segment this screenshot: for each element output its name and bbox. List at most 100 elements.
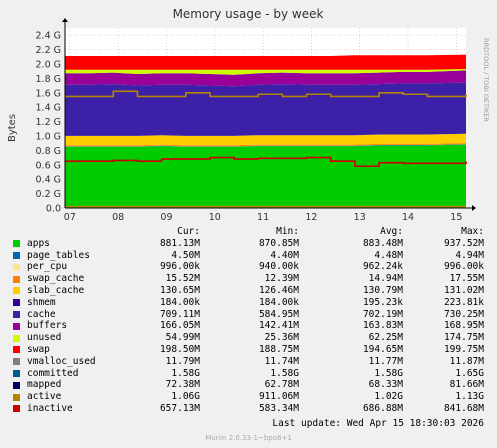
legend-label-active: active xyxy=(27,391,62,403)
legend-min-per_cpu: 940.00k xyxy=(258,261,299,273)
legend-max-per_cpu: 996.00k xyxy=(443,261,484,273)
legend-swatch-committed xyxy=(13,370,20,378)
y-axis-label: Bytes xyxy=(7,114,18,142)
legend-avg-swap_cache: 14.94M xyxy=(368,273,403,285)
legend-avg-slab_cache: 130.79M xyxy=(362,284,403,296)
area-apps xyxy=(65,144,466,208)
x-axis-arrow xyxy=(472,205,476,211)
legend-row-apps: apps 881.13M 870.85M 883.48M 937.52M xyxy=(0,238,497,250)
legend-min-slab_cache: 126.46M xyxy=(258,284,299,296)
legend-row-mapped: mapped 72.38M 62.78M 68.33M 81.66M xyxy=(0,379,497,391)
last-update: Last update: Wed Apr 15 18:30:03 2026 xyxy=(272,418,484,429)
legend-cur-committed: 1.58G xyxy=(171,367,200,379)
legend-avg-swap: 194.65M xyxy=(362,343,403,355)
legend-label-committed: committed xyxy=(27,367,79,379)
legend-min-unused: 25.36M xyxy=(264,332,299,344)
legend-swatch-active xyxy=(13,393,20,401)
legend-min-swap: 188.75M xyxy=(258,343,299,355)
legend-cur-swap: 198.50M xyxy=(159,343,200,355)
legend-avg-per_cpu: 962.24k xyxy=(362,261,403,273)
legend-label-slab_cache: slab_cache xyxy=(27,284,85,296)
y-tick-label-5: 1.0 G xyxy=(36,132,62,143)
y-tick-label-3: 0.6 G xyxy=(36,160,62,171)
x-tick-label-2: 09 xyxy=(160,212,172,223)
legend-label-shmem: shmem xyxy=(27,296,56,308)
legend-avg-page_tables: 4.48M xyxy=(374,249,403,261)
x-tick-label-7: 14 xyxy=(402,212,414,223)
legend-max-committed: 1.65G xyxy=(455,367,484,379)
legend-row-inactive: inactive 657.13M 583.34M 686.88M 841.68M xyxy=(0,403,497,415)
legend-max-unused: 174.75M xyxy=(443,332,484,344)
legend-row-unused: unused 54.99M 25.36M 62.25M 174.75M xyxy=(0,332,497,344)
legend-label-cache: cache xyxy=(27,308,56,320)
x-tick-label-6: 13 xyxy=(354,212,366,223)
y-tick-label-7: 1.4 G xyxy=(36,103,62,114)
legend-row-page_tables: page_tables 4.50M 4.40M 4.48M 4.94M xyxy=(0,250,497,262)
y-tick-label-11: 2.2 G xyxy=(36,45,62,56)
legend-header-min: Min: xyxy=(276,226,299,237)
legend-cur-slab_cache: 130.65M xyxy=(159,284,200,296)
legend-avg-cache: 702.19M xyxy=(362,308,403,320)
legend-header-avg: Avg: xyxy=(380,226,403,237)
legend-header-cur: Cur: xyxy=(177,226,200,237)
legend-swatch-inactive xyxy=(13,405,20,413)
legend-min-mapped: 62.78M xyxy=(264,379,299,391)
x-tick-label-8: 15 xyxy=(450,212,462,223)
legend-min-apps: 870.85M xyxy=(258,237,299,249)
legend-min-swap_cache: 12.39M xyxy=(264,273,299,285)
x-tick-label-4: 11 xyxy=(257,212,269,223)
y-tick-label-2: 0.4 G xyxy=(36,175,62,186)
legend-max-slab_cache: 131.02M xyxy=(443,284,484,296)
legend-cur-buffers: 166.05M xyxy=(159,320,200,332)
legend-swatch-buffers xyxy=(13,322,20,330)
x-tick-label-0: 07 xyxy=(64,212,76,223)
legend-header-max: Max: xyxy=(461,226,484,237)
legend-label-inactive: inactive xyxy=(27,402,73,414)
munin-version: Munin 2.0.33-1~bpo8+1 xyxy=(205,434,292,442)
legend-rows: apps 881.13M 870.85M 883.48M 937.52M page_tab… xyxy=(0,238,497,415)
legend-swatch-swap xyxy=(13,346,20,354)
y-tick-label-0: 0.0 xyxy=(46,204,61,215)
legend-row-swap_cache: swap_cache 15.52M 12.39M 14.94M 17.55M xyxy=(0,273,497,285)
overlay-lines xyxy=(65,90,467,208)
legend-max-shmem: 223.81k xyxy=(443,296,484,308)
legend-max-cache: 730.25M xyxy=(443,308,484,320)
area-swap_cache xyxy=(65,143,466,147)
legend-max-apps: 937.52M xyxy=(443,237,484,249)
legend-row-shmem: shmem 184.00k 184.00k 195.23k 223.81k xyxy=(0,297,497,309)
legend-cur-shmem: 184.00k xyxy=(159,296,200,308)
area-buffers xyxy=(65,70,466,87)
legend-swatch-unused xyxy=(13,334,20,342)
legend-label-buffers: buffers xyxy=(27,320,68,332)
legend-max-inactive: 841.68M xyxy=(443,402,484,414)
legend-avg-active: 1.02G xyxy=(374,391,403,403)
legend-min-page_tables: 4.40M xyxy=(270,249,299,261)
legend-avg-apps: 883.48M xyxy=(362,237,403,249)
y-tick-label-9: 1.8 G xyxy=(36,74,62,85)
legend-min-active: 911.06M xyxy=(258,391,299,403)
y-tick-label-4: 0.8 G xyxy=(36,146,62,157)
legend-swatch-mapped xyxy=(13,381,20,389)
chart-title: Memory usage - by week xyxy=(173,7,324,21)
legend-max-buffers: 168.95M xyxy=(443,320,484,332)
legend-header: Cur: Min: Avg: Max: xyxy=(0,226,497,238)
legend-label-apps: apps xyxy=(27,237,50,249)
legend-row-active: active 1.06G 911.06M 1.02G 1.13G xyxy=(0,391,497,403)
legend-min-inactive: 583.34M xyxy=(258,402,299,414)
legend-cur-apps: 881.13M xyxy=(159,237,200,249)
legend-min-vmalloc_used: 11.74M xyxy=(264,355,299,367)
line-inactive xyxy=(65,156,467,168)
legend-avg-shmem: 195.23k xyxy=(362,296,403,308)
legend-cur-per_cpu: 996.00k xyxy=(159,261,200,273)
legend-label-vmalloc_used: vmalloc_used xyxy=(27,355,96,367)
y-axis-arrow xyxy=(62,18,68,22)
line-committed xyxy=(65,90,467,98)
legend: Cur: Min: Avg: Max: apps 881.13M 870.85M 88… xyxy=(0,226,497,415)
legend-swatch-vmalloc_used xyxy=(13,358,20,366)
legend-row-swap: swap 198.50M 188.75M 194.65M 199.75M xyxy=(0,344,497,356)
legend-row-cache: cache 709.11M 584.95M 702.19M 730.25M xyxy=(0,309,497,321)
legend-avg-inactive: 686.88M xyxy=(362,402,403,414)
legend-swatch-slab_cache xyxy=(13,287,20,295)
legend-swatch-shmem xyxy=(13,299,20,307)
legend-cur-vmalloc_used: 11.79M xyxy=(165,355,200,367)
